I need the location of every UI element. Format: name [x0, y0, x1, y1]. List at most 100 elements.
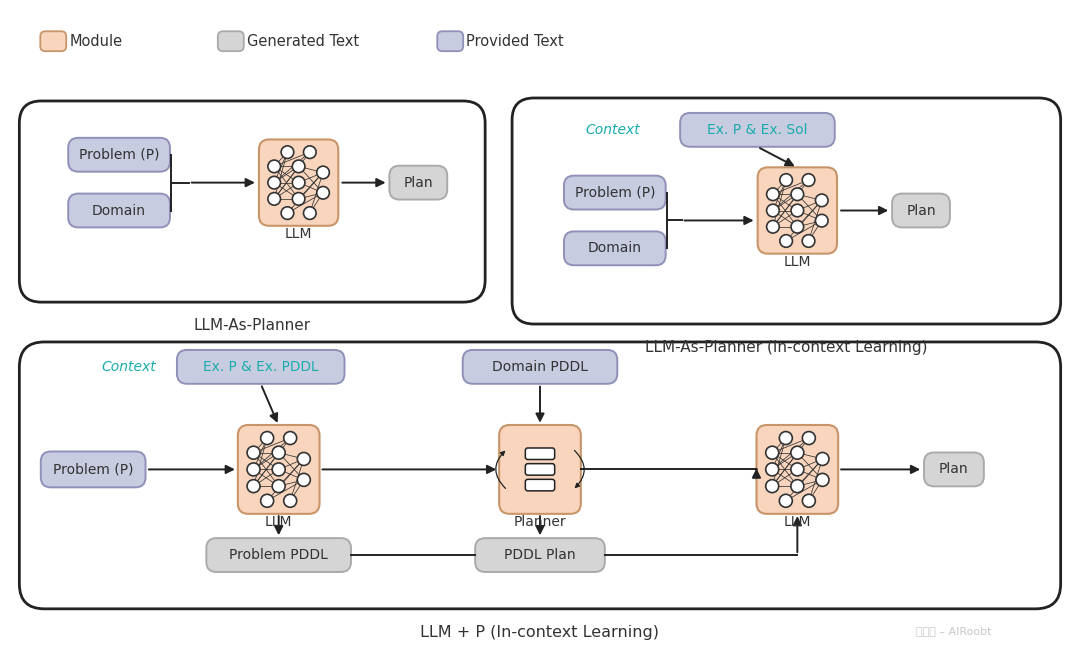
Circle shape — [260, 432, 273, 444]
Circle shape — [802, 235, 814, 248]
FancyBboxPatch shape — [525, 448, 555, 459]
Circle shape — [815, 214, 828, 227]
Circle shape — [802, 432, 815, 444]
Text: Ex. P & Ex. Sol: Ex. P & Ex. Sol — [707, 123, 808, 137]
Circle shape — [284, 432, 297, 444]
FancyBboxPatch shape — [525, 479, 555, 491]
Text: Planner: Planner — [514, 515, 566, 529]
FancyBboxPatch shape — [41, 451, 146, 487]
Text: Domain: Domain — [588, 242, 642, 256]
Circle shape — [766, 480, 779, 493]
Circle shape — [303, 207, 316, 219]
Circle shape — [316, 166, 329, 179]
Circle shape — [802, 495, 815, 507]
FancyBboxPatch shape — [758, 167, 837, 254]
Circle shape — [272, 463, 285, 476]
FancyBboxPatch shape — [68, 138, 170, 171]
Circle shape — [791, 188, 804, 201]
Circle shape — [284, 495, 297, 507]
FancyBboxPatch shape — [390, 166, 447, 199]
Circle shape — [802, 173, 814, 186]
FancyBboxPatch shape — [680, 113, 835, 147]
FancyBboxPatch shape — [177, 350, 345, 384]
Circle shape — [816, 473, 829, 487]
Text: Plan: Plan — [940, 463, 969, 477]
FancyBboxPatch shape — [68, 193, 170, 228]
Text: LLM: LLM — [784, 256, 811, 269]
FancyBboxPatch shape — [19, 342, 1061, 609]
Text: Plan: Plan — [404, 175, 433, 189]
Circle shape — [780, 432, 793, 444]
Circle shape — [816, 453, 829, 465]
Circle shape — [815, 194, 828, 207]
Circle shape — [780, 495, 793, 507]
Circle shape — [247, 480, 260, 493]
Circle shape — [268, 193, 281, 205]
Circle shape — [297, 453, 310, 465]
Circle shape — [791, 446, 804, 459]
Circle shape — [247, 463, 260, 476]
FancyBboxPatch shape — [462, 350, 618, 384]
FancyBboxPatch shape — [924, 453, 984, 487]
Text: Context: Context — [102, 360, 156, 374]
FancyBboxPatch shape — [564, 232, 665, 265]
Text: Problem (P): Problem (P) — [53, 463, 134, 477]
Circle shape — [766, 463, 779, 476]
Text: Problem (P): Problem (P) — [79, 148, 160, 162]
Text: LLM: LLM — [265, 515, 293, 529]
FancyBboxPatch shape — [475, 538, 605, 572]
Text: LLM: LLM — [285, 228, 312, 242]
Text: LLM: LLM — [784, 515, 811, 529]
Circle shape — [293, 160, 305, 173]
Text: Problem PDDL: Problem PDDL — [229, 548, 328, 562]
Circle shape — [791, 480, 804, 493]
Text: PDDL Plan: PDDL Plan — [504, 548, 576, 562]
Circle shape — [293, 193, 305, 205]
Circle shape — [293, 176, 305, 189]
Circle shape — [281, 146, 294, 158]
Circle shape — [272, 480, 285, 493]
FancyBboxPatch shape — [259, 140, 338, 226]
Circle shape — [247, 446, 260, 459]
Circle shape — [767, 220, 780, 233]
Text: Domain: Domain — [92, 203, 146, 218]
Circle shape — [767, 188, 780, 201]
Text: Context: Context — [585, 123, 639, 137]
FancyBboxPatch shape — [512, 98, 1061, 324]
FancyBboxPatch shape — [238, 425, 320, 514]
FancyBboxPatch shape — [564, 175, 665, 209]
Text: LLM-As-Planner (In-context Learning): LLM-As-Planner (In-context Learning) — [645, 340, 928, 355]
FancyBboxPatch shape — [525, 463, 555, 475]
Text: Ex. P & Ex. PDDL: Ex. P & Ex. PDDL — [203, 360, 319, 374]
Circle shape — [780, 173, 793, 186]
Text: Provided Text: Provided Text — [467, 34, 564, 49]
Text: Domain PDDL: Domain PDDL — [492, 360, 588, 374]
Text: LLM-As-Planner: LLM-As-Planner — [193, 318, 311, 333]
Circle shape — [303, 146, 316, 158]
FancyBboxPatch shape — [40, 31, 66, 51]
Circle shape — [766, 446, 779, 459]
Circle shape — [780, 235, 793, 248]
FancyBboxPatch shape — [499, 425, 581, 514]
FancyBboxPatch shape — [206, 538, 351, 572]
Circle shape — [268, 176, 281, 189]
Text: Problem (P): Problem (P) — [575, 185, 656, 199]
Circle shape — [316, 187, 329, 199]
Text: Plan: Plan — [906, 203, 936, 218]
Text: Module: Module — [69, 34, 122, 49]
Text: Generated Text: Generated Text — [246, 34, 359, 49]
Circle shape — [767, 204, 780, 217]
FancyBboxPatch shape — [892, 193, 950, 228]
Circle shape — [791, 463, 804, 476]
FancyBboxPatch shape — [19, 101, 485, 302]
FancyBboxPatch shape — [437, 31, 463, 51]
Circle shape — [281, 207, 294, 219]
Text: LLM + P (In-context Learning): LLM + P (In-context Learning) — [420, 625, 660, 639]
Circle shape — [260, 495, 273, 507]
Circle shape — [297, 473, 310, 487]
Circle shape — [268, 160, 281, 173]
FancyBboxPatch shape — [756, 425, 838, 514]
Circle shape — [791, 220, 804, 233]
Circle shape — [272, 446, 285, 459]
FancyBboxPatch shape — [218, 31, 244, 51]
